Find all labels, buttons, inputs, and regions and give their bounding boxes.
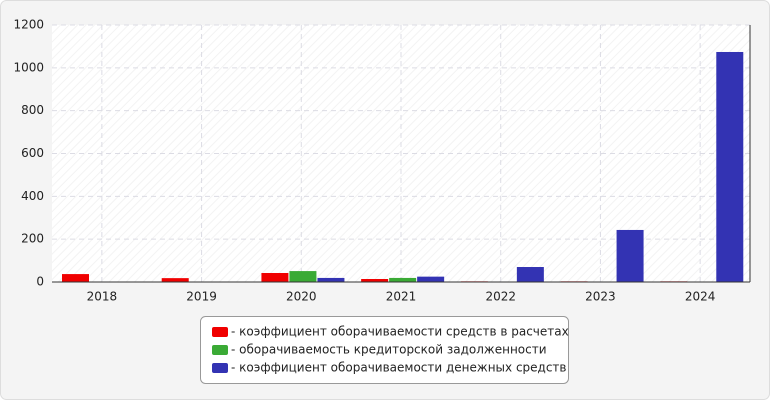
x-tick-label: 2020 [286, 290, 317, 304]
bar [317, 278, 344, 282]
bar [716, 52, 743, 282]
x-tick-label: 2023 [585, 290, 616, 304]
x-tick-label: 2019 [186, 290, 217, 304]
bar [389, 278, 416, 282]
bar [62, 274, 89, 282]
x-tick-label: 2024 [685, 290, 716, 304]
bar [289, 271, 316, 282]
bar [617, 230, 644, 282]
x-tick-label: 2018 [87, 290, 118, 304]
bar [517, 267, 544, 282]
y-tick-label: 600 [21, 146, 44, 160]
x-tick-label: 2022 [485, 290, 516, 304]
y-tick-label: 800 [21, 103, 44, 117]
legend-label: - оборачиваемость кредиторской задолженн… [231, 343, 547, 357]
legend-label: - коэффициент оборачиваемости денежных с… [231, 361, 567, 375]
x-tick-label: 2021 [386, 290, 417, 304]
bar [417, 277, 444, 282]
legend-swatch [212, 345, 228, 355]
y-tick-label: 0 [36, 275, 44, 289]
y-tick-label: 1200 [13, 18, 44, 32]
y-tick-label: 200 [21, 232, 44, 246]
bar [162, 278, 189, 282]
legend-label: - коэффициент оборачиваемости средств в … [231, 325, 569, 339]
bar [261, 273, 288, 282]
y-tick-label: 1000 [13, 60, 44, 74]
legend-swatch [212, 363, 228, 373]
y-tick-label: 400 [21, 189, 44, 203]
legend-swatch [212, 327, 228, 337]
